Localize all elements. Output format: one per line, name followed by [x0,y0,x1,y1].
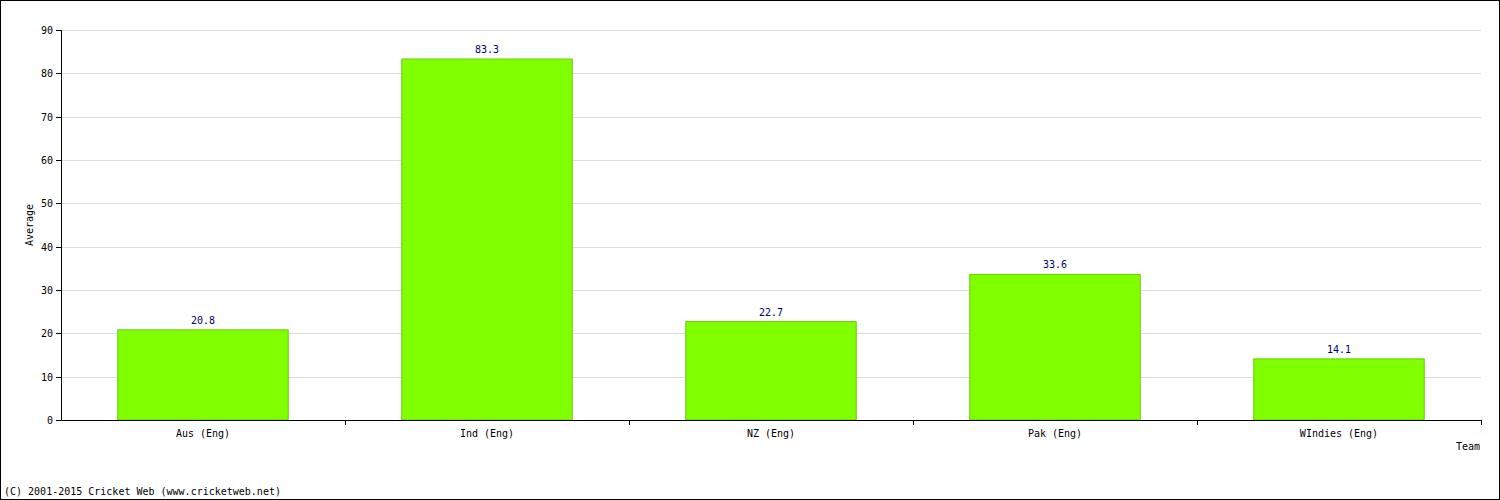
y-tick [56,333,61,334]
data-label: 14.1 [1327,344,1351,355]
y-tick [56,203,61,204]
bar [1254,359,1424,420]
bar [686,322,856,420]
data-label: 83.3 [475,44,499,55]
grid-line [61,420,1481,421]
y-tick-label: 10 [41,372,53,383]
y-tick [56,420,61,421]
y-tick-label: 80 [41,68,53,79]
y-tick-label: 40 [41,242,53,253]
y-tick-label: 0 [47,415,53,426]
grid-line [61,160,1481,161]
chart: 0 10 20 30 40 50 60 70 80 90 20.8 83.3 22.7 33.6 14.1 A… [0,0,1500,500]
x-tick [1481,420,1482,425]
grid-line [61,30,1481,31]
grid-line [61,73,1481,74]
grid-line [61,247,1481,248]
y-axis-label: Average [24,204,35,246]
x-tick [345,420,346,425]
x-tick [913,420,914,425]
y-tick [56,247,61,248]
grid-line [61,290,1481,291]
x-tick-label: Aus (Eng) [176,428,230,439]
data-label: 33.6 [1043,259,1067,270]
y-tick-label: 50 [41,198,53,209]
y-tick-label: 60 [41,155,53,166]
y-tick [56,117,61,118]
data-label: 20.8 [191,315,215,326]
x-tick [629,420,630,425]
bar [970,274,1140,420]
annotation: (C) 2001-2015 Cricket Web (www.cricketwe… [4,486,281,497]
y-tick [56,290,61,291]
y-tick [56,73,61,74]
x-tick-label: Pak (Eng) [1028,428,1082,439]
y-tick-label: 90 [41,25,53,36]
y-tick [56,377,61,378]
y-tick [56,160,61,161]
bar [118,330,288,420]
y-tick-label: 20 [41,328,53,339]
x-tick-label: Ind (Eng) [460,428,514,439]
y-tick-label: 30 [41,285,53,296]
x-tick [1197,420,1198,425]
y-axis [61,30,62,420]
x-axis-label: Team [1456,441,1480,452]
x-tick-label: WIndies (Eng) [1300,428,1378,439]
y-tick-label: 70 [41,112,53,123]
data-label: 22.7 [759,307,783,318]
bar [402,59,572,420]
bars [118,59,1424,420]
grid-line [61,117,1481,118]
x-axis [61,420,1481,421]
x-tick-label: NZ (Eng) [747,428,795,439]
grid-line [61,203,1481,204]
border [1,1,1500,500]
y-tick [56,30,61,31]
